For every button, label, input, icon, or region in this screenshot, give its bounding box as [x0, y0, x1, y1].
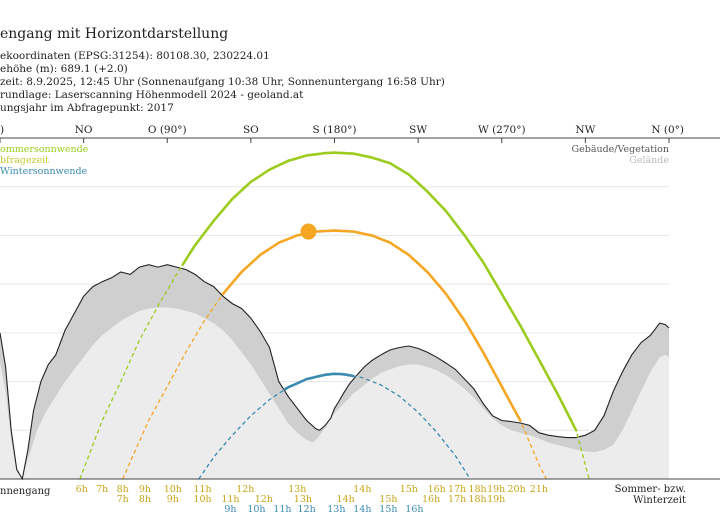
hour-label-summer: 21h: [530, 484, 548, 495]
sun-path-query-visible: [221, 229, 522, 422]
sun-position-marker: [300, 223, 317, 240]
hour-label-winter: 12h: [298, 504, 316, 515]
hour-label-winter: 10h: [247, 504, 265, 515]
hour-label-winter: 14h: [353, 504, 371, 515]
x-axis-right-label-1: Sommer- bzw.: [615, 484, 686, 495]
hour-label-query: 8h: [139, 494, 151, 505]
direction-label: SW: [409, 124, 427, 136]
legend-left-entry: ommersonnwende: [0, 144, 89, 155]
hour-label-summer: 17h: [448, 484, 466, 495]
hour-label-query: 9h: [167, 494, 179, 505]
header-query-time: zeit: 8.9.2025, 12:45 Uhr (Sonnenaufgang…: [0, 76, 445, 88]
hour-label-summer: 9h: [139, 484, 151, 495]
header-survey-year: ungsjahr im Abfragepunkt: 2017: [0, 102, 174, 114]
hour-label-summer: 7h: [96, 484, 108, 495]
direction-label: NO: [75, 124, 93, 136]
plot-area: [0, 137, 720, 481]
horizon-outline: [0, 264, 670, 481]
hour-label-winter: 11h: [273, 504, 291, 515]
direction-axis: ) NO O (90°) SO S (180°) SW W (270°) NW N (0°): [0, 124, 684, 143]
hour-label-winter: 9h: [224, 504, 236, 515]
hour-label-summer: 16h: [428, 484, 446, 495]
direction-label: SO: [243, 124, 259, 136]
legend-right-entry: Gelände: [629, 155, 669, 166]
hour-label-summer: 10h: [164, 484, 182, 495]
direction-label: O (90°): [148, 124, 187, 136]
legend-left-entry: Wintersonnwende: [0, 166, 88, 177]
hour-label-summer: 19h: [487, 484, 505, 495]
direction-label: NW: [575, 124, 595, 136]
direction-label: ): [0, 124, 4, 136]
hour-axis: 6h 7h 8h 9h 10h 11h 12h 13h 14h 15h 16h 17h 18h 19h 20…: [0, 484, 686, 515]
hour-label-winter: 16h: [405, 504, 423, 515]
hour-label-summer: 8h: [117, 484, 129, 495]
hour-label-query: 18h: [468, 494, 486, 505]
hour-label-query: 10h: [193, 494, 211, 505]
legend-right-entry: Gebäude/Vegetation: [572, 144, 669, 155]
hour-label-query: 19h: [487, 494, 505, 505]
hour-label-summer: 11h: [193, 484, 211, 495]
header-data-source: rundlage: Laserscanning Höhenmodell 2024…: [0, 89, 304, 101]
hour-label-query: 14h: [337, 494, 355, 505]
hour-label-query: 11h: [221, 494, 239, 505]
hour-label-summer: 12h: [236, 484, 254, 495]
sun-path-winter-visible: [283, 372, 355, 391]
chart-title: engang mit Horizontdarstellung: [0, 26, 229, 42]
legend-left-entry: bfragezeit: [0, 155, 49, 166]
direction-label: N (0°): [651, 124, 684, 136]
hour-label-query: 16h: [422, 494, 440, 505]
hour-label-query: 7h: [117, 494, 129, 505]
hour-label-summer: 14h: [353, 484, 371, 495]
hour-label-winter: 13h: [327, 504, 345, 515]
hour-label-winter: 15h: [379, 504, 397, 515]
hour-label-query: 13h: [294, 494, 312, 505]
hour-label-summer: 13h: [288, 484, 306, 495]
hour-label-summer: 6h: [76, 484, 88, 495]
header-elevation: ehöhe (m): 689.1 (+2.0): [0, 63, 128, 75]
horizon-terrain-area: [0, 307, 669, 479]
hour-label-summer: 20h: [508, 484, 526, 495]
hour-label-query: 12h: [255, 494, 273, 505]
hour-label-query: 17h: [448, 494, 466, 505]
direction-label: S (180°): [312, 124, 356, 136]
x-axis-right-label-2: Winterzeit: [633, 495, 686, 506]
hour-label-query: 15h: [379, 494, 397, 505]
sun-path-summer-visible: [181, 151, 578, 432]
hour-label-summer: 15h: [400, 484, 418, 495]
x-axis-left-label: nnengang: [0, 486, 51, 497]
hour-label-summer: 18h: [468, 484, 486, 495]
header-coordinates: ekoordinaten (EPSG:31254): 80108.30, 230…: [0, 50, 270, 62]
direction-label: W (270°): [478, 124, 526, 136]
